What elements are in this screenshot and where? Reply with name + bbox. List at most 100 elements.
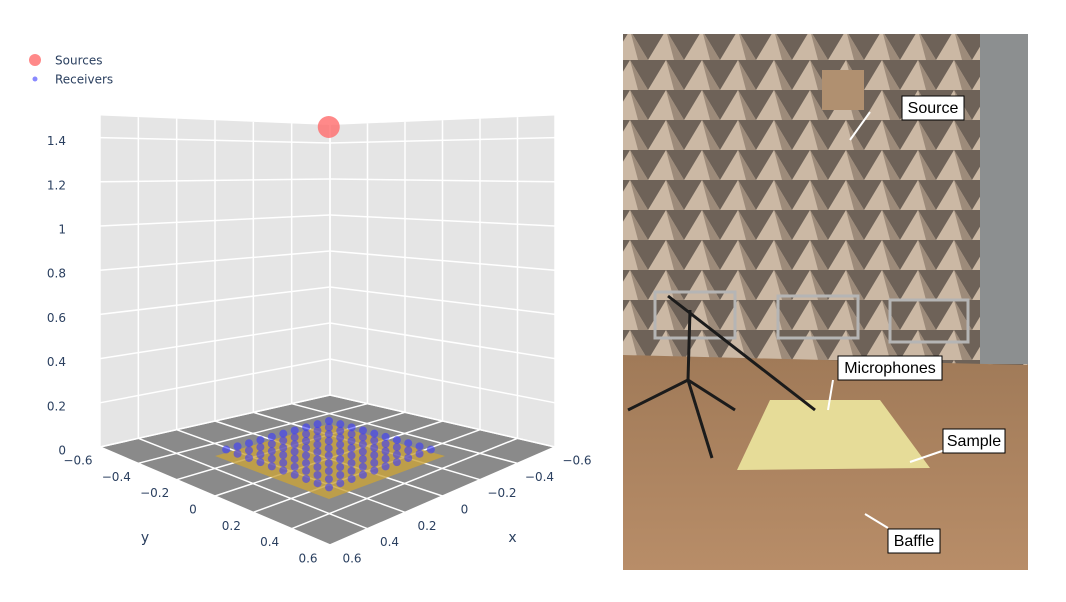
photo-pointer xyxy=(827,379,834,411)
photo-tripod xyxy=(627,294,816,459)
point xyxy=(347,423,356,432)
point xyxy=(381,447,390,456)
grid-line xyxy=(99,394,331,448)
point xyxy=(290,462,299,471)
y-tick-label: 0.6 xyxy=(298,552,317,566)
point xyxy=(290,470,299,479)
point xyxy=(290,447,299,456)
grid-line xyxy=(329,214,556,227)
point xyxy=(313,447,322,456)
z-tick-label: 0.6 xyxy=(47,311,66,325)
z-tick-label: 0 xyxy=(58,444,66,458)
point xyxy=(279,429,288,438)
point xyxy=(302,459,311,468)
point xyxy=(290,433,299,442)
grid-line xyxy=(329,358,556,404)
photo-rack xyxy=(888,298,970,344)
point xyxy=(324,475,333,484)
photo-label: Microphones xyxy=(844,360,936,377)
point xyxy=(370,466,379,475)
y-tick-label: 0.4 xyxy=(260,535,279,549)
point xyxy=(392,450,401,459)
point xyxy=(336,440,345,449)
point xyxy=(325,483,334,492)
point xyxy=(358,447,367,456)
point xyxy=(347,466,356,475)
x-tick-label: 0.4 xyxy=(380,535,399,549)
x-tick-label: −0.6 xyxy=(562,454,591,468)
point xyxy=(279,451,288,460)
point xyxy=(358,462,367,471)
grid-line xyxy=(99,214,331,227)
grid-line xyxy=(99,250,331,271)
point xyxy=(279,436,288,445)
point xyxy=(381,439,390,448)
photo-sample xyxy=(737,400,930,470)
plot-3d: −0.6 −0.4 −0.2 0 0.2 0.4 0.6 −0.6 −0.4 −0.2 0 0.2 0.… xyxy=(47,115,592,566)
point xyxy=(317,116,340,138)
point xyxy=(267,439,276,448)
point xyxy=(222,445,231,454)
point xyxy=(302,436,311,445)
point xyxy=(290,455,299,464)
photo-label: Sample xyxy=(947,433,1001,450)
photo: Source Microphones Sample Baffle xyxy=(623,34,1028,570)
point xyxy=(404,439,413,448)
point xyxy=(313,463,322,472)
point xyxy=(302,430,311,439)
point xyxy=(381,454,390,463)
grid-line xyxy=(329,136,556,144)
photo-pointer xyxy=(909,449,946,463)
photo-rack xyxy=(653,290,737,340)
point xyxy=(324,467,333,476)
x-tick-label: −0.4 xyxy=(525,470,554,484)
point xyxy=(426,445,435,454)
grid-line xyxy=(99,286,331,316)
point xyxy=(404,446,413,455)
point xyxy=(325,417,334,426)
point xyxy=(336,447,345,456)
x-tick-label: −0.2 xyxy=(487,486,516,500)
point xyxy=(347,430,356,439)
point xyxy=(347,436,356,445)
point xyxy=(256,450,265,459)
photo-rack xyxy=(776,294,860,340)
point xyxy=(313,440,322,449)
point xyxy=(347,474,356,483)
point xyxy=(324,451,333,460)
point xyxy=(358,470,367,479)
point xyxy=(267,447,276,456)
grid-line xyxy=(329,394,556,448)
point xyxy=(347,451,356,460)
point xyxy=(301,444,310,453)
point xyxy=(256,443,265,452)
point xyxy=(336,471,345,480)
label-box xyxy=(887,528,941,554)
point xyxy=(392,436,401,445)
z-tick-label: 0.2 xyxy=(47,399,66,413)
point xyxy=(267,454,276,463)
point xyxy=(267,462,276,471)
photo-source xyxy=(822,70,864,110)
point xyxy=(336,420,345,429)
point xyxy=(358,455,367,464)
grid-line xyxy=(99,358,331,404)
point xyxy=(358,433,367,442)
legend-label: Receivers xyxy=(55,73,113,87)
photo-pointer xyxy=(864,513,889,529)
point xyxy=(267,432,276,441)
point xyxy=(415,442,424,451)
y-axis-title: y xyxy=(141,530,149,546)
point xyxy=(370,443,379,452)
x-tick-label: 0.6 xyxy=(342,552,361,566)
point xyxy=(370,436,379,445)
point xyxy=(279,458,288,467)
point xyxy=(381,432,390,441)
grid-line xyxy=(329,250,556,271)
point xyxy=(244,453,253,462)
grid-line xyxy=(138,402,368,465)
point xyxy=(256,436,265,445)
point xyxy=(313,433,322,442)
legend-symbol xyxy=(32,76,38,82)
point xyxy=(336,479,345,488)
